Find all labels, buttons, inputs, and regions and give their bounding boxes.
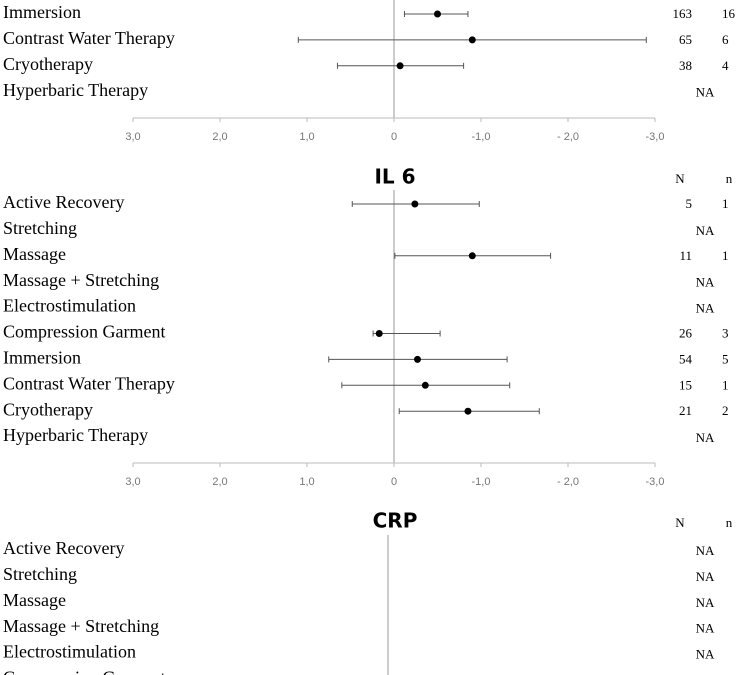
na-label: NA	[696, 595, 715, 610]
category-label: Active Recovery	[3, 538, 124, 558]
category-label: Electrostimulation	[3, 296, 136, 316]
n-total: 163	[673, 6, 693, 21]
na-label: NA	[696, 569, 715, 584]
point-estimate	[413, 355, 421, 363]
x-tick-label: -1,0	[472, 131, 491, 143]
x-tick-label: 3,0	[125, 131, 140, 143]
category-label: Massage	[3, 244, 66, 264]
na-label: NA	[696, 621, 715, 636]
na-label: NA	[696, 301, 715, 316]
na-label: NA	[696, 85, 715, 100]
x-tick-label: - 2,0	[557, 131, 579, 143]
category-label: Compression Garment	[3, 322, 165, 342]
category-label: Hyperbaric Therapy	[3, 80, 148, 100]
n-studies: 2	[722, 671, 729, 675]
panel-title: IL 6	[374, 165, 415, 189]
n-studies: 4	[722, 58, 729, 73]
na-label: NA	[696, 647, 715, 662]
category-label: Stretching	[3, 564, 77, 584]
n-total: 15	[679, 377, 692, 392]
n-total: 65	[679, 32, 692, 47]
n-total: 11	[679, 248, 692, 263]
na-label: NA	[696, 275, 715, 290]
x-tick-label: 0	[391, 131, 397, 143]
n-total: 26	[679, 325, 693, 340]
category-label: Contrast Water Therapy	[3, 373, 175, 393]
n-studies: 5	[722, 351, 729, 366]
n-total: 21	[679, 403, 692, 418]
na-label: NA	[696, 223, 715, 238]
panel-title: CRP	[373, 509, 418, 533]
point-estimate	[375, 330, 383, 337]
point-estimate	[464, 407, 472, 415]
n-studies: 6	[722, 32, 729, 47]
n-total: 54	[679, 351, 693, 366]
category-label: Stretching	[3, 218, 77, 238]
n-studies: 1	[722, 248, 729, 263]
point-estimate	[468, 252, 476, 260]
x-tick-label: 1,0	[299, 476, 314, 488]
n-studies: 16	[722, 6, 736, 21]
category-label: Contrast Water Therapy	[3, 28, 175, 48]
x-tick-label: 2,0	[212, 131, 227, 143]
x-tick-label: 1,0	[299, 131, 314, 143]
n-header: n	[726, 515, 733, 530]
n-studies: 2	[722, 403, 729, 418]
category-label: Cryotherapy	[3, 54, 93, 74]
point-estimate	[468, 36, 476, 44]
category-label: Immersion	[3, 2, 81, 22]
x-tick-label: 0	[391, 476, 397, 488]
point-estimate	[421, 381, 429, 389]
category-label: Massage + Stretching	[3, 616, 159, 636]
category-label: Massage	[3, 590, 66, 610]
n-header: N	[675, 171, 685, 186]
category-label: Immersion	[3, 348, 81, 368]
n-total: 38	[679, 58, 692, 73]
category-label: Compression Garment	[3, 668, 165, 675]
x-tick-label: -3,0	[646, 476, 665, 488]
n-total: 21	[679, 671, 692, 675]
n-studies: 1	[722, 377, 729, 392]
na-label: NA	[696, 430, 715, 445]
n-studies: 3	[722, 325, 729, 340]
x-tick-label: -1,0	[472, 476, 491, 488]
category-label: Massage + Stretching	[3, 270, 159, 290]
point-estimate	[434, 10, 441, 18]
n-header: N	[675, 515, 685, 530]
na-label: NA	[696, 543, 715, 558]
x-tick-label: 3,0	[125, 476, 140, 488]
category-label: Cryotherapy	[3, 399, 93, 419]
category-label: Active Recovery	[3, 192, 124, 212]
n-studies: 1	[722, 196, 729, 211]
category-label: Hyperbaric Therapy	[3, 425, 148, 445]
n-total: 5	[686, 196, 693, 211]
x-tick-label: - 2,0	[557, 476, 579, 488]
category-label: Electrostimulation	[3, 642, 136, 662]
x-tick-label: 2,0	[212, 476, 227, 488]
n-header: n	[726, 171, 733, 186]
point-estimate	[396, 62, 404, 70]
point-estimate	[411, 200, 419, 208]
x-tick-label: -3,0	[646, 131, 665, 143]
